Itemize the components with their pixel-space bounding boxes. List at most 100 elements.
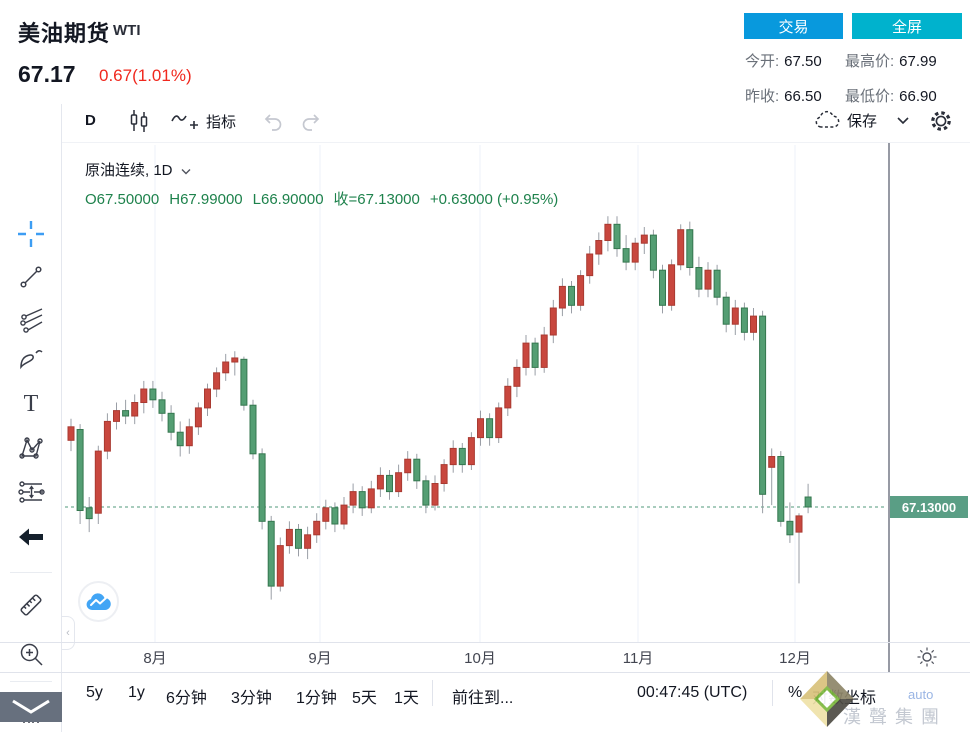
candle — [267, 520, 275, 587]
candle — [458, 447, 466, 466]
candle — [313, 520, 321, 536]
goto-date-button[interactable]: 前往到... — [452, 690, 514, 707]
range-6min[interactable]: 6分钟 — [166, 690, 207, 707]
range-1y[interactable]: 1y — [128, 684, 145, 701]
bottom-bar-divider — [432, 680, 433, 706]
pitchfork-tool[interactable] — [0, 303, 62, 337]
legend-change: +0.63000 (+0.95%) — [429, 191, 559, 208]
save-menu-chevron[interactable] — [896, 116, 910, 125]
sun-icon — [916, 646, 938, 668]
redo-icon — [300, 111, 322, 131]
candle — [131, 402, 139, 417]
candle — [295, 528, 302, 549]
indicators-button[interactable]: 指标 — [170, 108, 236, 134]
candle — [622, 248, 630, 263]
legend-open: O67.50000 — [85, 191, 160, 208]
candle — [486, 418, 494, 439]
stat-high-label: 最高价: — [845, 53, 895, 70]
chevron-down-icon — [896, 116, 910, 125]
auto-scale-button[interactable]: auto — [908, 687, 934, 702]
candle — [695, 267, 703, 290]
candle — [750, 315, 757, 333]
candle — [322, 507, 330, 522]
crosshair-tool[interactable] — [0, 217, 62, 251]
xaxis-divider — [0, 642, 970, 643]
provider-logo — [78, 581, 119, 622]
trendline-tool[interactable] — [0, 260, 62, 294]
redo-button[interactable] — [300, 111, 322, 131]
chart-legend-symbol[interactable]: 原油连续, 1D — [85, 159, 191, 180]
stat-prev-close: 昨收: 66.50 — [745, 85, 822, 106]
undo-button[interactable] — [262, 111, 284, 131]
candle — [686, 229, 694, 269]
candle — [249, 404, 257, 455]
trade-button[interactable]: 交易 — [744, 13, 843, 39]
range-5d[interactable]: 5天 — [352, 690, 377, 707]
candle — [577, 275, 585, 306]
xabcd-pattern-icon — [17, 433, 45, 461]
price-scale-settings[interactable] — [916, 646, 938, 668]
clock-utc[interactable]: 00:47:45 (UTC) — [637, 684, 748, 701]
chevron-down-icon — [181, 168, 191, 175]
text-tool[interactable]: T — [0, 387, 62, 421]
candle — [513, 366, 521, 387]
panel-collapse-handle[interactable]: ‹ — [62, 616, 75, 650]
candle — [595, 240, 603, 255]
stat-prev-close-value: 66.50 — [784, 88, 822, 105]
percent-scale-button[interactable]: % — [788, 684, 803, 701]
brush-tool[interactable] — [0, 342, 62, 376]
trendline-icon — [18, 264, 44, 290]
crosshair-icon — [16, 219, 46, 249]
stat-low: 最低价: 66.90 — [845, 85, 937, 106]
range-3min[interactable]: 3分钟 — [231, 690, 272, 707]
candle — [804, 496, 812, 508]
candle — [568, 285, 575, 306]
candle — [94, 450, 102, 514]
candle — [586, 253, 594, 277]
page-title: 美油期货 — [18, 21, 111, 46]
candle — [613, 223, 621, 250]
save-button[interactable]: 保存 — [813, 109, 877, 131]
bottom-divider — [0, 672, 970, 673]
candle — [331, 507, 339, 525]
interval-button[interactable]: D — [85, 112, 96, 129]
candle — [358, 491, 366, 509]
measure-tool[interactable] — [0, 588, 62, 622]
legend-close: 收=67.13000 — [333, 191, 420, 208]
chart-style-button[interactable] — [126, 108, 152, 134]
candle — [258, 453, 266, 522]
zoom-in-tool[interactable] — [0, 637, 62, 671]
candle — [731, 307, 739, 325]
stat-high: 最高价: 67.99 — [845, 50, 937, 71]
chevron-down-icon — [9, 699, 53, 715]
stat-low-value: 66.90 — [899, 88, 937, 105]
candle — [522, 342, 530, 368]
candle — [176, 431, 184, 447]
candle — [722, 296, 730, 325]
candlestick-chart[interactable] — [62, 143, 888, 642]
pattern-tool[interactable] — [0, 430, 62, 464]
stat-low-label: 最低价: — [845, 88, 895, 105]
settings-button[interactable] — [928, 108, 954, 134]
range-5y[interactable]: 5y — [86, 684, 103, 701]
candle — [204, 388, 211, 409]
fullscreen-button[interactable]: 全屏 — [852, 13, 962, 39]
candle — [85, 507, 93, 520]
price-axis-line[interactable] — [888, 143, 890, 672]
x-axis[interactable]: 8月 9月 10月 11月 12月 — [62, 642, 888, 672]
candle — [158, 399, 166, 414]
candle — [231, 357, 239, 363]
candle — [185, 426, 193, 447]
hide-toolbar-button[interactable] — [0, 692, 62, 722]
last-price-label: 67.13000 — [890, 496, 968, 518]
x-axis-label: 9月 — [308, 650, 332, 667]
current-price: 67.17 — [18, 61, 76, 87]
projection-tool[interactable] — [0, 475, 62, 509]
log-scale-button[interactable]: 对数坐标 — [812, 690, 877, 707]
candle — [467, 437, 475, 466]
back-arrow-tool[interactable] — [0, 520, 62, 554]
legend-low: L66.90000 — [252, 191, 324, 208]
range-1min[interactable]: 1分钟 — [296, 690, 337, 707]
candle — [768, 456, 776, 468]
range-1d[interactable]: 1天 — [394, 690, 419, 707]
